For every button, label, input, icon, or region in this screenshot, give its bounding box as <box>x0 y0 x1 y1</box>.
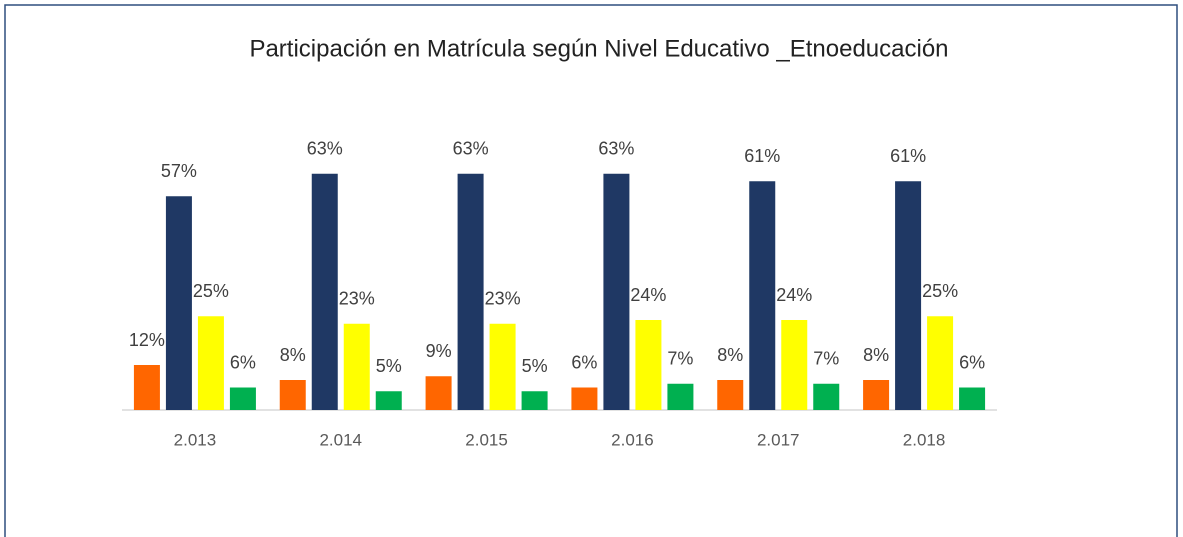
data-label: 25% <box>922 281 958 301</box>
data-label: 5% <box>522 356 548 376</box>
data-label: 8% <box>280 345 306 365</box>
frame <box>4 4 1178 537</box>
bar <box>717 380 744 410</box>
bar <box>813 383 840 410</box>
x-tick-label: 2.018 <box>903 430 946 449</box>
bar <box>165 196 192 410</box>
data-label: 24% <box>630 285 666 305</box>
data-label: 63% <box>453 139 489 159</box>
bar <box>133 365 160 410</box>
bar <box>571 387 598 410</box>
bar <box>667 383 694 410</box>
data-label: 61% <box>890 146 926 166</box>
data-label: 6% <box>571 352 597 372</box>
data-label: 61% <box>744 146 780 166</box>
bar <box>863 380 890 410</box>
bar <box>959 387 986 410</box>
bar <box>457 173 484 410</box>
data-label: 8% <box>717 345 743 365</box>
bar <box>603 173 630 410</box>
data-label: 6% <box>959 352 985 372</box>
data-label: 6% <box>230 352 256 372</box>
bar <box>781 320 808 410</box>
bar <box>343 323 370 410</box>
bar <box>425 376 452 410</box>
data-label: 9% <box>426 341 452 361</box>
bar <box>749 181 776 410</box>
bar <box>521 391 548 410</box>
chart-title: Participación en Matrícula según Nivel E… <box>249 35 948 62</box>
x-tick-label: 2.014 <box>319 430 362 449</box>
data-label: 7% <box>667 349 693 369</box>
bar <box>489 323 516 410</box>
x-tick-label: 2.013 <box>174 430 217 449</box>
bar <box>311 173 338 410</box>
data-label: 57% <box>161 161 197 181</box>
data-label: 63% <box>598 139 634 159</box>
data-label: 12% <box>129 330 165 350</box>
x-tick-label: 2.017 <box>757 430 800 449</box>
bar <box>635 320 662 410</box>
data-label: 25% <box>193 281 229 301</box>
data-label: 5% <box>376 356 402 376</box>
x-tick-label: 2.015 <box>465 430 508 449</box>
bar <box>375 391 402 410</box>
data-label: 8% <box>863 345 889 365</box>
bar <box>197 316 224 410</box>
data-label: 7% <box>813 349 839 369</box>
bar <box>895 181 922 410</box>
data-label: 23% <box>339 289 375 309</box>
data-label: 23% <box>485 289 521 309</box>
data-label: 24% <box>776 285 812 305</box>
bar <box>279 380 306 410</box>
x-tick-label: 2.016 <box>611 430 654 449</box>
bar <box>927 316 954 410</box>
bar <box>229 387 256 410</box>
data-label: 63% <box>307 139 343 159</box>
